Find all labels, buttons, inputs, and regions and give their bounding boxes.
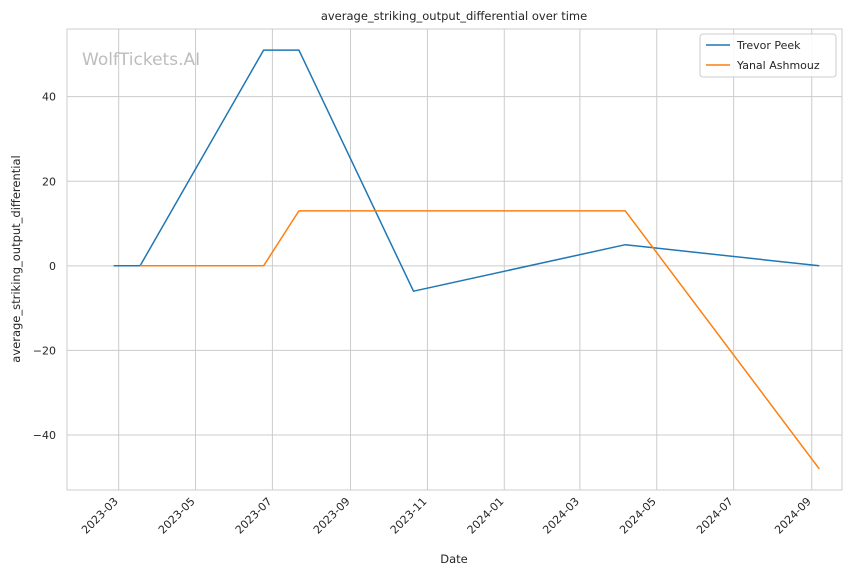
x-tick-label: 2024-01 — [465, 495, 507, 537]
y-tick-label: 0 — [49, 260, 56, 273]
y-tick-label: 40 — [42, 91, 56, 104]
chart-title: average_striking_output_differential ove… — [321, 9, 587, 23]
y-axis-title: average_striking_output_differential — [9, 155, 23, 362]
x-tick-label: 2024-07 — [694, 495, 736, 537]
y-tick-label: −40 — [33, 429, 56, 442]
series-line-yanal-ashmouz — [140, 210, 820, 470]
x-tick-label: 2023-11 — [388, 495, 430, 537]
legend-box — [699, 33, 837, 78]
x-axis-ticks: 2023-03 2023-05 2023-07 2023-09 2023-11 2024-… — [79, 495, 814, 537]
y-tick-label: −20 — [33, 344, 56, 357]
legend-label-trevor-peek: Trevor Peek — [736, 39, 801, 52]
x-tick-label: 2024-05 — [617, 495, 659, 537]
x-tick-label: 2024-09 — [772, 495, 814, 537]
legend-label-yanal-ashmouz: Yanal Ashmouz — [736, 59, 820, 72]
y-axis-ticks: 40 20 0 −20 −40 — [33, 91, 56, 442]
x-tick-label: 2023-05 — [156, 495, 198, 537]
y-tick-label: 20 — [42, 175, 56, 188]
x-tick-label: 2024-03 — [540, 495, 582, 537]
watermark-text: WolfTickets.AI — [82, 50, 200, 70]
grid-lines — [67, 29, 842, 490]
plot-background — [67, 29, 842, 490]
plot-border — [66, 28, 843, 491]
x-tick-label: 2023-09 — [311, 495, 353, 537]
legend: Trevor Peek Yanal Ashmouz — [699, 33, 837, 78]
series-lines — [113, 49, 820, 470]
x-tick-label: 2023-03 — [79, 495, 121, 537]
x-axis-title: Date — [440, 552, 468, 566]
x-tick-label: 2023-07 — [233, 495, 275, 537]
